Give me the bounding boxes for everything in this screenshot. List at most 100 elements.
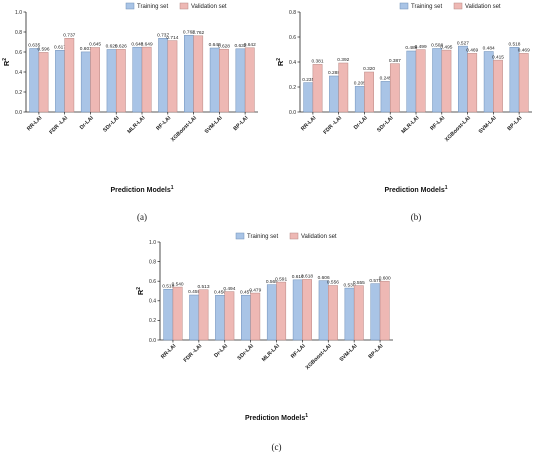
data-label: 0.642 bbox=[244, 42, 256, 48]
data-label: 0.392 bbox=[337, 57, 349, 63]
bar-validation bbox=[493, 59, 503, 113]
y-tick-label: 0.8 bbox=[15, 30, 22, 36]
bar-training bbox=[303, 82, 314, 113]
data-label: 0.381 bbox=[312, 59, 324, 65]
data-label: 0.488 bbox=[405, 45, 417, 51]
bar-training bbox=[329, 75, 339, 113]
bar-validation bbox=[141, 46, 152, 113]
x-tick-label: XGBoost-LAI bbox=[170, 115, 198, 143]
bar-training bbox=[158, 38, 169, 113]
bar-training bbox=[184, 35, 194, 113]
bar-validation bbox=[172, 286, 183, 341]
bar-training bbox=[163, 288, 174, 341]
y-axis-label: R2 bbox=[276, 58, 285, 66]
x-tick-label: XGBoost-LAI bbox=[444, 115, 472, 143]
data-label: 0.479 bbox=[249, 287, 261, 293]
y-axis-label: R2 bbox=[2, 58, 11, 66]
x-tick-label: RF-LAI bbox=[429, 115, 446, 132]
bar-validation bbox=[338, 62, 349, 113]
bar-validation bbox=[353, 285, 364, 341]
data-label: 0.518 bbox=[508, 41, 520, 47]
y-tick-label: 0.4 bbox=[149, 299, 156, 305]
x-tick-label: MLR-LAI bbox=[401, 115, 421, 135]
bar-training bbox=[483, 51, 494, 113]
x-tick-label: FDR -LAI bbox=[183, 343, 204, 364]
bar-training bbox=[354, 86, 365, 113]
data-label: 0.415 bbox=[492, 54, 504, 60]
data-label: 0.645 bbox=[89, 42, 101, 48]
bar-validation bbox=[219, 48, 229, 113]
bar-validation bbox=[115, 49, 126, 113]
legend-swatch-validation bbox=[453, 2, 463, 10]
legend-label: Training set bbox=[247, 234, 278, 240]
bar-training bbox=[235, 48, 246, 113]
data-label: 0.513 bbox=[197, 284, 209, 290]
x-tick-label: SVM-LAI bbox=[204, 115, 224, 135]
panel-label: (b) bbox=[411, 212, 422, 222]
x-tick-label: SVM-LAI bbox=[478, 115, 498, 135]
data-label: 0.499 bbox=[415, 44, 427, 50]
data-label: 0.495 bbox=[440, 44, 452, 50]
x-tick-label: Dr-LAI bbox=[79, 115, 95, 131]
bar-training bbox=[509, 47, 520, 113]
data-label: 0.555 bbox=[353, 280, 365, 286]
x-tick-label: SVM-LAI bbox=[339, 343, 359, 363]
legend-label: Validation set bbox=[301, 234, 337, 240]
x-tick-label: RR-LAI bbox=[160, 343, 178, 361]
bar-training bbox=[209, 47, 220, 113]
bar-validation bbox=[38, 52, 49, 113]
data-label: 0.618 bbox=[301, 274, 313, 280]
data-label: 0.530 bbox=[343, 282, 355, 288]
y-tick-label: 0.2 bbox=[15, 90, 22, 96]
legend-swatch-validation bbox=[289, 232, 299, 240]
x-tick-label: Dr-LAI bbox=[213, 343, 229, 359]
data-label: 0.518 bbox=[162, 283, 174, 289]
y-tick-label: 0.6 bbox=[149, 279, 156, 285]
bar-training bbox=[292, 279, 303, 341]
data-label: 0.235 bbox=[302, 77, 314, 83]
legend-swatch-training bbox=[235, 232, 245, 240]
data-label: 0.648 bbox=[131, 41, 143, 47]
bar-validation bbox=[379, 280, 390, 341]
data-label: 0.556 bbox=[327, 280, 339, 286]
data-label: 0.508 bbox=[431, 43, 443, 49]
y-tick-label: 0.4 bbox=[289, 60, 296, 66]
bar-training bbox=[29, 48, 40, 113]
panel-label: (a) bbox=[137, 212, 147, 222]
legend-swatch-validation bbox=[179, 2, 189, 10]
x-axis-label: Prediction Models1 bbox=[384, 185, 447, 194]
x-tick-label: SDr-LAI bbox=[237, 343, 256, 362]
y-axis-label: R2 bbox=[136, 287, 145, 295]
data-label: 0.205 bbox=[354, 81, 366, 87]
data-label: 0.635 bbox=[28, 43, 40, 49]
data-label: 0.456 bbox=[214, 290, 226, 296]
y-tick-label: 0.8 bbox=[149, 259, 156, 265]
bar-validation bbox=[250, 292, 261, 341]
y-tick-label: 0.6 bbox=[15, 50, 22, 56]
data-label: 0.640 bbox=[209, 42, 221, 48]
bar-validation bbox=[467, 53, 478, 113]
x-tick-label: BP-LAI bbox=[507, 115, 524, 132]
x-tick-label: RR-LAI bbox=[26, 115, 44, 133]
panel-label: (c) bbox=[272, 442, 282, 452]
data-label: 0.469 bbox=[518, 48, 530, 54]
bar-training bbox=[432, 48, 443, 113]
x-tick-label: XGBoost-LAI bbox=[305, 343, 333, 371]
x-tick-label: SDr-LAI bbox=[376, 115, 395, 134]
data-label: 0.320 bbox=[363, 66, 375, 72]
x-tick-label: MLR-LAI bbox=[261, 343, 281, 363]
y-tick-label: 0.2 bbox=[289, 85, 296, 91]
x-tick-label: BP-LAI bbox=[368, 343, 385, 360]
bar-validation bbox=[64, 38, 75, 113]
y-tick-label: 1.0 bbox=[15, 10, 22, 16]
data-label: 0.457 bbox=[240, 289, 252, 295]
x-tick-label: RF-LAI bbox=[155, 115, 172, 132]
bar-training bbox=[318, 280, 329, 341]
legend-label: Validation set bbox=[191, 4, 227, 10]
bar-validation bbox=[518, 53, 529, 113]
legend-label: Validation set bbox=[465, 4, 501, 10]
bar-training bbox=[406, 50, 417, 113]
data-label: 0.600 bbox=[379, 275, 391, 281]
data-label: 0.606 bbox=[318, 275, 330, 281]
